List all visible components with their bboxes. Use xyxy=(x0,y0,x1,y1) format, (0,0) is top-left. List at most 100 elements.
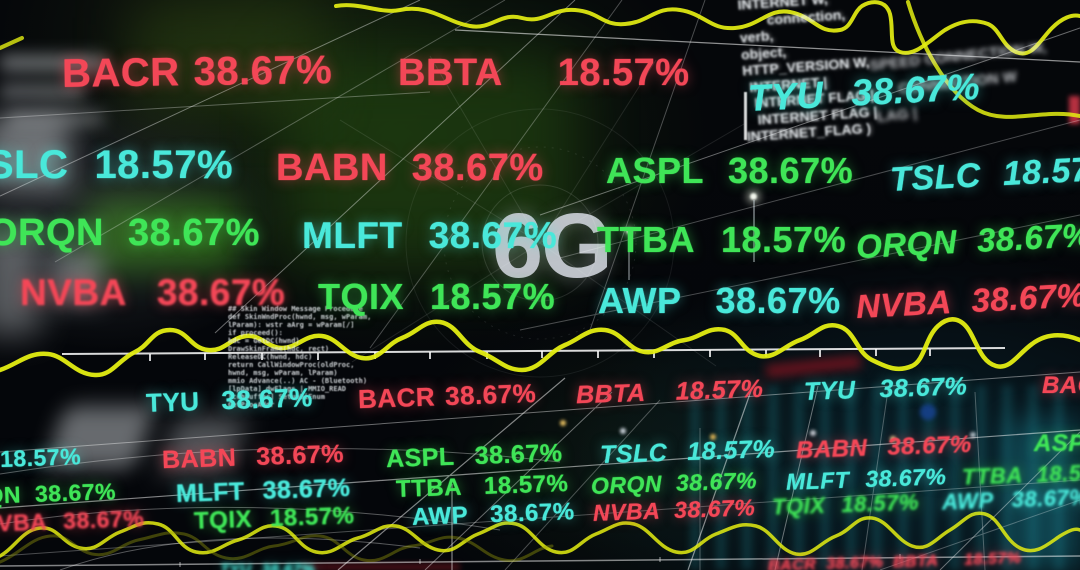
ticker-cell: TYU 38.67% xyxy=(220,561,315,570)
ticker-value: 38.67% xyxy=(675,467,758,496)
ticker-cell: TYU 38.67% xyxy=(804,372,968,407)
ticker-symbol: TTBA xyxy=(961,462,1024,490)
ticker-symbol: TSLC xyxy=(0,143,69,187)
ticker-value: 38.67% xyxy=(878,372,968,404)
yellow-line-top-right xyxy=(906,0,1080,119)
ticker-symbol: TYU xyxy=(803,376,856,406)
ticker-symbol: BABN xyxy=(161,443,237,475)
ticker-value: 38.67% xyxy=(262,473,351,506)
ticker-value: 38.67% xyxy=(62,505,145,534)
ticker-cell: AWP 38.67% xyxy=(598,280,841,322)
ticker-symbol: TYU xyxy=(747,74,825,120)
ticker-symbol: AWP xyxy=(411,501,469,531)
ticker-cell: ORQN 38.67% xyxy=(0,212,260,255)
ticker-symbol: NVBA xyxy=(855,283,953,326)
ticker-value: 38.67% xyxy=(411,147,544,189)
ticker-value: 18.57% xyxy=(557,52,690,94)
ticker-symbol: MLFT xyxy=(302,215,403,256)
code-line: def SkinWndProc(hwnd, msg, wParam, xyxy=(228,313,372,321)
ticker-symbol: NVBA xyxy=(20,272,127,313)
radar-ring xyxy=(443,146,637,340)
yellow-line-bottom-ghost xyxy=(0,531,554,564)
yellow-line-top xyxy=(334,0,1080,56)
code-line: GetProcAddr xyxy=(228,401,275,409)
code-line: if proceed(): xyxy=(228,329,283,337)
ticker-symbol: TYU xyxy=(145,386,201,418)
ticker-symbol: ORQN xyxy=(0,212,104,254)
ticker-value: 38.67% xyxy=(444,377,537,412)
mid-axis-line xyxy=(61,347,1006,355)
code-line: lParam): wstr aArg = wParam[/] xyxy=(228,321,355,329)
ticker-value: 38.67% xyxy=(850,65,981,114)
ticker-cell: TSLC 18.57% xyxy=(600,435,776,470)
ticker-symbol: BABN xyxy=(795,434,868,465)
ticker-symbol: BBTA xyxy=(575,378,647,410)
ticker-value: 18.57% xyxy=(94,143,234,187)
ticker-cell: TTBA 18.57% xyxy=(597,219,846,261)
code-line: ## Skin Window Message Procedure xyxy=(228,305,363,313)
ticker-symbol: TQIX xyxy=(193,505,253,535)
ticker-symbol: TYU xyxy=(220,561,252,570)
ticker-symbol: MLFT xyxy=(175,477,246,509)
ticker-value: 38.67% xyxy=(886,430,973,461)
ticker-value: 18.57% xyxy=(430,276,556,317)
ticker-cell: TQIX 18.57% xyxy=(318,276,555,318)
ticker-cell: BBTA 18.57% xyxy=(893,550,1022,570)
ticker-symbol: TTBA xyxy=(395,473,463,504)
ticker-symbol: NVBA xyxy=(0,508,48,537)
ticker-symbol: ASPL xyxy=(385,442,456,474)
ticker-value: 38.67% xyxy=(728,150,854,191)
ticker-cell: NVBA 38.67% xyxy=(20,272,285,314)
ticker-value: 38.67% xyxy=(715,280,841,321)
skin-wndproc-code-block: ## Skin Window Message Procedure def Ski… xyxy=(228,305,378,409)
ticker-value: 38.67% xyxy=(825,553,884,570)
ticker-cell: AWP 38.67% xyxy=(942,484,1080,515)
ticker-cell: ASPL 38.67% xyxy=(386,439,563,474)
ticker-cell: TQIX 18.57% xyxy=(194,502,355,536)
code-line: ReleaseDC(hwnd, hdc) xyxy=(228,353,313,361)
code-line: [cchBuffer] SetupDiEnum xyxy=(228,393,325,401)
ticker-value: 38.67% xyxy=(428,215,558,256)
ticker-value: 18.57% xyxy=(483,470,569,500)
ticker-symbol: BABN xyxy=(276,147,388,189)
ticker-value: 38.67% xyxy=(156,272,286,313)
ticker-symbol: AWP xyxy=(598,280,682,321)
chart-axes xyxy=(0,347,1080,567)
ticker-value: 18.57% xyxy=(1001,148,1080,194)
ticker-cell: TYU 38.67% xyxy=(146,382,314,419)
ticker-value: 18.57% xyxy=(0,443,82,472)
ticker-value: 38.67% xyxy=(220,382,314,416)
ticker-value: 38.67% xyxy=(34,478,117,507)
ticker-symbol: ORQN xyxy=(590,470,663,499)
ticker-value: 18.57% xyxy=(840,489,920,518)
ticker-value: 38.67% xyxy=(976,215,1080,259)
ticker-value: 38.67% xyxy=(474,438,563,470)
ticker-symbol: BBTA xyxy=(398,52,503,94)
ticker-cell: AWP 38.67% xyxy=(412,498,575,532)
ticker-symbol: BACR xyxy=(1042,372,1080,399)
code-line: [lpData] dwFlags | MMIO_READ xyxy=(228,385,347,393)
ticker-cell: BBTA 18.57% xyxy=(398,52,690,95)
ticker-cell: NVBA 38.67% xyxy=(593,494,756,527)
ticker-value: 38.67% xyxy=(489,498,575,529)
ticker-value: 18.57% xyxy=(269,502,355,533)
yellow-line-bottom xyxy=(0,511,1080,558)
ticker-symbol: ORQN xyxy=(855,222,958,266)
ticker-symbol: AWP xyxy=(941,487,995,515)
ticker-symbol: ORQN xyxy=(0,481,22,510)
ticker-value: 38.67% xyxy=(193,48,333,95)
ticker-value: 38.67% xyxy=(128,212,260,254)
code-line: return CallWindowProc(oldProc, xyxy=(228,361,355,369)
code-line: DrawSkinFrame(hdc, rect) xyxy=(228,345,330,353)
ticker-symbol: TSLC xyxy=(599,438,668,470)
ticker-cell: TQIX 18.57% xyxy=(772,489,920,520)
ticker-cell: TSLC 18.57% xyxy=(0,143,233,188)
ticker-symbol: BBTA xyxy=(892,552,939,570)
